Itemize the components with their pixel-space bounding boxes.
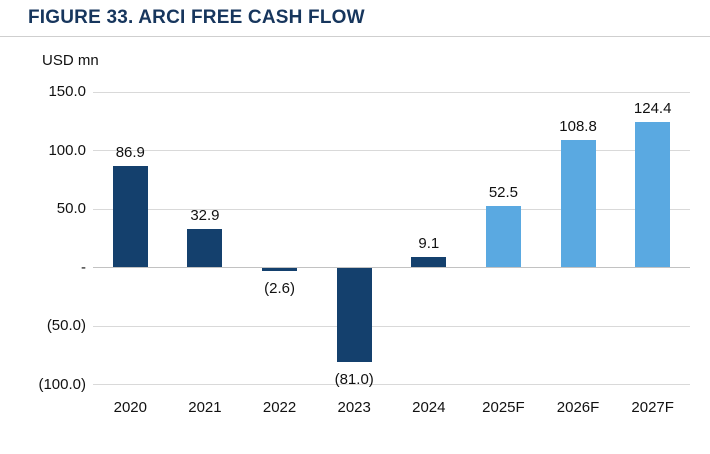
bar-2020 xyxy=(112,165,148,268)
x-axis-category-label: 2025F xyxy=(482,399,525,416)
y-axis-tick-label: 100.0 xyxy=(48,141,86,159)
x-axis-category-label: 2021 xyxy=(188,399,222,416)
bar-value-label: 108.8 xyxy=(559,118,597,136)
y-axis-tick-label: - xyxy=(81,258,86,276)
title-underline-rule xyxy=(0,36,710,37)
bar-value-label: 9.1 xyxy=(418,234,440,252)
gridline xyxy=(93,325,690,327)
x-axis-category-label: 2026F xyxy=(556,399,600,416)
bar-value-label: 52.5 xyxy=(488,184,519,202)
bar-2026F xyxy=(560,140,596,268)
x-axis-category-label: 2024 xyxy=(412,399,446,416)
x-axis-category-label: 2022 xyxy=(262,399,297,416)
bar-2025F xyxy=(485,206,521,268)
gridline xyxy=(93,150,690,151)
bar-2024 xyxy=(411,256,447,268)
bar-2022 xyxy=(262,267,298,271)
figure-title: FIGURE 33. ARCI FREE CASH FLOW xyxy=(28,7,365,28)
bar-value-label: 86.9 xyxy=(115,143,145,161)
gridline xyxy=(93,91,690,93)
x-axis-category-label: 2023 xyxy=(337,399,371,416)
bar-value-label: 124.4 xyxy=(633,99,672,117)
bar-2027F xyxy=(635,121,671,268)
y-axis-tick-label: 50.0 xyxy=(56,200,86,217)
y-axis-tick-label: 150.0 xyxy=(48,83,86,100)
gridline xyxy=(93,384,690,385)
y-axis-tick-label: (100.0) xyxy=(38,375,86,393)
bar-2023 xyxy=(336,267,372,363)
zero-axis-line xyxy=(93,267,690,268)
y-axis-tick-label: (50.0) xyxy=(46,317,86,334)
bar-value-label: (81.0) xyxy=(334,371,374,389)
bar-value-label: (2.6) xyxy=(264,279,295,297)
y-axis-units-label: USD mn xyxy=(42,52,99,69)
gridline xyxy=(93,208,690,210)
x-axis-category-label: 2027F xyxy=(631,399,674,416)
bar-value-label: 32.9 xyxy=(190,207,220,224)
x-axis-category-label: 2020 xyxy=(113,399,147,416)
bar-2021 xyxy=(187,229,223,268)
